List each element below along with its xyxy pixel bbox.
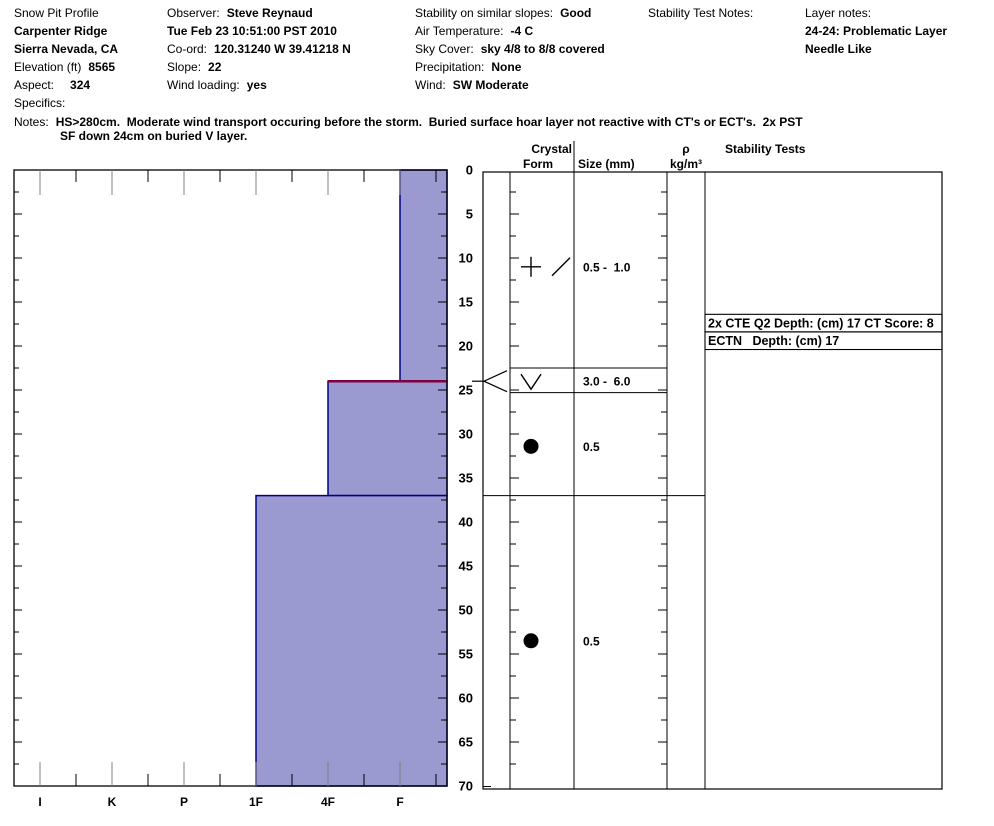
layer-bar: [327, 380, 448, 497]
report-title: Snow Pit Profile: [14, 6, 99, 20]
grain-size-text: 0.5: [583, 440, 600, 454]
hardness-label: P: [180, 795, 188, 809]
depth-label: 45: [459, 559, 473, 574]
depth-label: 10: [459, 251, 473, 266]
hardness-label: I: [38, 795, 41, 809]
grain-symbol-round: [523, 633, 539, 649]
air-temp-row: Air Temperature: -4 C: [415, 24, 534, 38]
form-table-border: [482, 171, 943, 790]
crystal-header: Crystal: [531, 142, 572, 156]
stability-tests-header: Stability Tests: [725, 142, 806, 156]
specifics-row: Specifics:: [14, 96, 66, 110]
grain-size-text: 0.5 - 1.0: [583, 260, 631, 274]
grain-size-text: 0.5: [583, 634, 600, 648]
hardness-label: 4F: [321, 795, 335, 809]
aspect-row: Aspect: 324: [14, 78, 91, 92]
depth-label: 55: [459, 647, 473, 662]
grain-size-text: 3.0 - 6.0: [583, 375, 631, 389]
datetime-row: Tue Feb 23 10:51:00 PST 2010: [167, 24, 337, 38]
depth-label: 20: [459, 339, 473, 354]
depth-label: 50: [459, 603, 473, 618]
depth-label: 15: [459, 295, 473, 310]
hardness-label: 1F: [249, 795, 263, 809]
grain-symbol-round: [523, 438, 539, 454]
stability-test-box: [704, 331, 943, 351]
elevation-row: Elevation (ft) 8565: [14, 60, 116, 74]
region-name: Sierra Nevada, CA: [14, 42, 119, 56]
depth-label: 30: [459, 427, 473, 442]
stability-test-notes-label: Stability Test Notes:: [648, 6, 754, 20]
size-header: Size (mm): [578, 157, 635, 171]
layer-note-2: Needle Like: [805, 42, 872, 56]
hardness-label: F: [396, 795, 403, 809]
form-header: Form: [523, 157, 553, 171]
layer-note-1: 24-24: Problematic Layer: [805, 24, 948, 38]
depth-label: 60: [459, 691, 473, 706]
wind-row: Wind: SW Moderate: [415, 78, 529, 92]
grain-symbol-slash: [551, 257, 571, 277]
notes-row: Notes: HS>280cm. Moderate wind transport …: [14, 115, 803, 129]
layer-pointer-arrow: [482, 370, 508, 393]
precipitation-row: Precipitation: None: [415, 60, 522, 74]
observer-row: Observer: Steve Reynaud: [167, 6, 313, 20]
grain-symbol-surface-hoar: [520, 373, 542, 391]
hardness-label: K: [108, 795, 117, 809]
layer-bar: [399, 169, 448, 382]
notes-row-2: SF down 24cm on buried V layer.: [60, 129, 248, 143]
depth-label: 40: [459, 515, 473, 530]
depth-label: 25: [459, 383, 473, 398]
density-units-header: kg/m³: [670, 157, 702, 171]
coord-row: Co-ord: 120.31240 W 39.41218 N: [167, 42, 351, 56]
density-header: ρ: [682, 142, 689, 156]
depth-label: 5: [466, 207, 473, 222]
wind-loading-row: Wind loading: yes: [167, 78, 267, 92]
depth-label: 70: [459, 779, 473, 794]
stability-slopes-row: Stability on similar slopes: Good: [415, 6, 592, 20]
layer-notes-label: Layer notes:: [805, 6, 872, 20]
slope-row: Slope: 22: [167, 60, 222, 74]
layer-bar: [255, 494, 448, 787]
site-name: Carpenter Ridge: [14, 24, 108, 38]
sky-cover-row: Sky Cover: sky 4/8 to 8/8 covered: [415, 42, 605, 56]
depth-label: 35: [459, 471, 473, 486]
depth-label: 0: [466, 163, 473, 178]
stability-test-text: ECTN Depth: (cm) 17: [708, 334, 839, 348]
stability-test-text: 2x CTE Q2 Depth: (cm) 17 CT Score: 8: [708, 316, 934, 330]
depth-label: 65: [459, 735, 473, 750]
